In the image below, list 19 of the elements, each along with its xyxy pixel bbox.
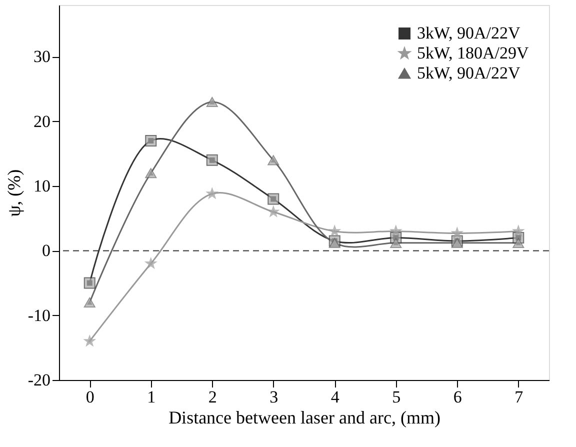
legend-label: 5kW, 90A/22V [417,64,521,82]
x-tick-label: 7 [514,388,524,406]
x-tick-label: 2 [208,388,217,406]
x-tick-label: 0 [86,388,94,406]
x-tick-label: 5 [392,388,401,406]
x-tick-label: 6 [453,388,462,406]
y-tick-label: 10 [34,176,50,196]
x-axis-title: Distance between laser and arc, (mm) [168,408,440,428]
y-tick-label: -20 [28,370,50,390]
legend-label: 5kW, 180A/29V [417,44,530,62]
y-tick-label: 0 [42,241,50,260]
x-tick-label: 3 [270,388,278,406]
x-tick-label: 4 [330,388,340,406]
y-tick-label: 20 [34,112,50,131]
legend-label: 3kW, 90A/22V [417,24,521,42]
x-tick-label: 1 [147,388,156,406]
y-tick-label: 30 [34,47,50,66]
y-axis-title: ψ, (%) [4,169,24,217]
y-tick-label: -10 [28,306,50,325]
